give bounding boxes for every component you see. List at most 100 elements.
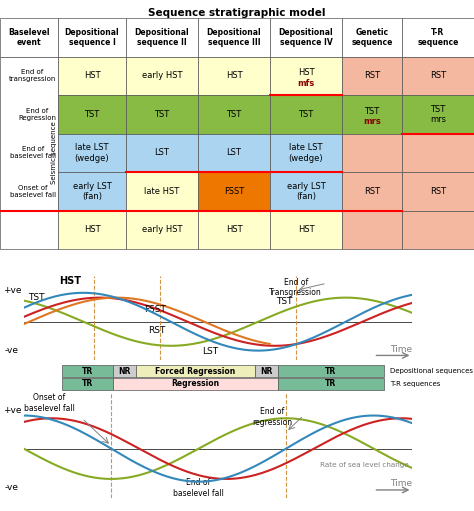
Bar	[0, 57, 58, 249]
Bar	[58, 172, 126, 211]
Text: +ve: +ve	[3, 406, 21, 414]
Text: TST: TST	[276, 297, 293, 306]
Text: RST: RST	[364, 187, 380, 196]
Text: TST: TST	[298, 110, 314, 119]
Text: LST: LST	[227, 148, 241, 157]
Text: End of
Regression: End of Regression	[18, 108, 56, 121]
Bar	[113, 365, 136, 377]
Bar	[402, 134, 474, 172]
Text: TST
mrs: TST mrs	[430, 105, 446, 124]
Bar	[126, 57, 198, 95]
Text: HST: HST	[298, 68, 314, 77]
Text: Time: Time	[390, 345, 412, 354]
Bar	[58, 18, 126, 57]
Text: RST: RST	[430, 187, 446, 196]
Text: TR: TR	[82, 366, 93, 376]
Bar	[402, 172, 474, 211]
Bar	[113, 378, 278, 389]
Text: early LST
(fan): early LST (fan)	[287, 182, 325, 201]
Text: late HST: late HST	[145, 187, 180, 196]
Text: TR: TR	[82, 379, 93, 388]
Bar	[126, 18, 198, 57]
Bar	[198, 95, 270, 134]
Bar	[342, 211, 402, 249]
Bar	[270, 134, 342, 172]
Text: +ve: +ve	[3, 286, 21, 295]
Bar	[58, 95, 126, 134]
Bar	[136, 365, 255, 377]
Text: Genetic
sequence: Genetic sequence	[351, 28, 392, 47]
Text: End of
baselevel fall: End of baselevel fall	[173, 478, 224, 498]
Bar	[62, 378, 113, 389]
Text: TST: TST	[155, 110, 170, 119]
Text: FSST: FSST	[224, 187, 244, 196]
Bar	[126, 172, 198, 211]
Bar	[270, 211, 342, 249]
Text: Onset of
baselevel fall: Onset of baselevel fall	[24, 393, 74, 413]
Text: End of
baselevel fall: End of baselevel fall	[10, 146, 56, 159]
Text: late LST
(wedge): late LST (wedge)	[289, 143, 323, 162]
Bar	[342, 18, 402, 57]
Text: Time: Time	[390, 479, 412, 487]
Bar	[270, 57, 342, 95]
Bar	[198, 211, 270, 249]
Text: Depositional
sequence I: Depositional sequence I	[64, 28, 119, 47]
Text: Forced Regression: Forced Regression	[155, 366, 236, 376]
Text: RST: RST	[364, 72, 380, 80]
Text: End of
Transgression: End of Transgression	[269, 278, 322, 297]
Text: T-R sequences: T-R sequences	[391, 381, 441, 387]
Bar	[255, 365, 278, 377]
Text: TST: TST	[365, 107, 380, 116]
Bar	[402, 57, 474, 95]
Bar	[342, 134, 402, 172]
Bar	[342, 57, 402, 95]
Text: -ve: -ve	[5, 483, 19, 492]
Text: HST: HST	[84, 72, 100, 80]
Text: TST: TST	[84, 110, 100, 119]
Bar	[342, 172, 402, 211]
Text: HST: HST	[226, 225, 242, 235]
Bar	[402, 18, 474, 57]
Bar	[198, 57, 270, 95]
Bar	[402, 211, 474, 249]
Text: Depositional
sequence II: Depositional sequence II	[135, 28, 189, 47]
Text: early HST: early HST	[142, 72, 182, 80]
Bar	[0, 18, 58, 57]
Bar	[62, 365, 113, 377]
Text: mrs: mrs	[363, 117, 381, 126]
Text: late LST
(wedge): late LST (wedge)	[75, 143, 109, 162]
Text: Onset of
baselevel fall: Onset of baselevel fall	[10, 185, 56, 198]
Text: T-R
sequence: T-R sequence	[417, 28, 459, 47]
Text: mfs: mfs	[297, 79, 315, 87]
Bar	[342, 95, 402, 134]
Text: Rate of sea level change: Rate of sea level change	[319, 462, 409, 468]
Bar	[198, 172, 270, 211]
Text: NR: NR	[260, 366, 273, 376]
Bar	[198, 18, 270, 57]
Text: TST: TST	[227, 110, 242, 119]
Text: early HST: early HST	[142, 225, 182, 235]
Bar	[270, 18, 342, 57]
Bar	[58, 211, 126, 249]
Text: Sequence stratigraphic model: Sequence stratigraphic model	[148, 8, 326, 18]
Bar	[126, 211, 198, 249]
Bar	[402, 95, 474, 134]
Bar	[126, 134, 198, 172]
Text: -ve: -ve	[5, 346, 19, 355]
Text: HST: HST	[59, 276, 82, 286]
Bar	[126, 95, 198, 134]
Text: early LST
(fan): early LST (fan)	[73, 182, 111, 201]
Text: HST: HST	[298, 225, 314, 235]
Text: LST: LST	[155, 148, 169, 157]
Text: NR: NR	[118, 366, 131, 376]
Text: TR: TR	[325, 366, 337, 376]
Text: Depositional sequences: Depositional sequences	[391, 368, 474, 374]
Text: End of
regression: End of regression	[252, 407, 292, 427]
Text: TR: TR	[325, 379, 337, 388]
Text: Depositional
sequence III: Depositional sequence III	[207, 28, 261, 47]
Text: End of
transgression: End of transgression	[9, 69, 56, 82]
Text: HST: HST	[84, 225, 100, 235]
Text: RST: RST	[148, 326, 165, 335]
Text: HST: HST	[226, 72, 242, 80]
Bar	[278, 378, 384, 389]
